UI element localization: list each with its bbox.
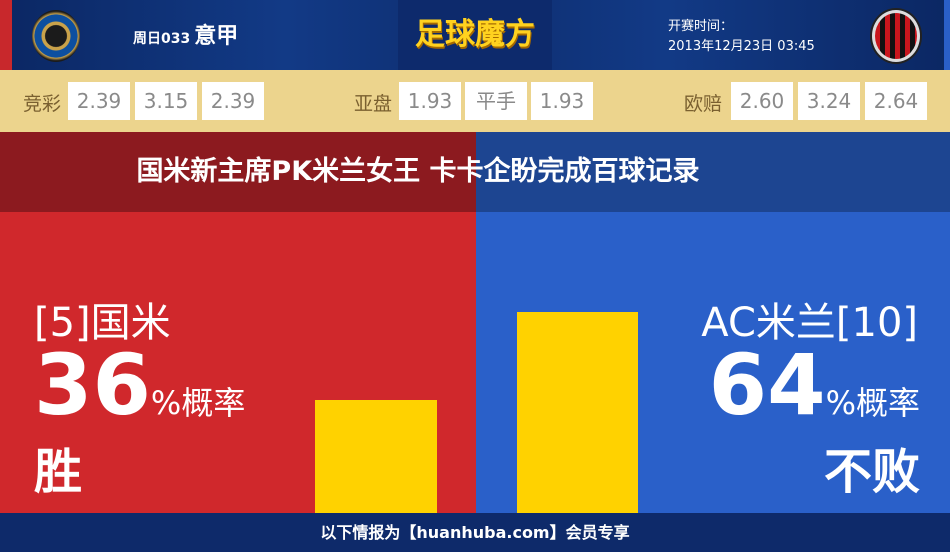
home-result: 胜 [34, 444, 83, 500]
left-edge [0, 0, 12, 70]
kickoff: 开赛时间： 2013年12月23日 03:45 [668, 17, 815, 57]
brand-logo: 足球魔方 [398, 0, 552, 70]
oupei-odd: 3.24 [798, 82, 860, 120]
jingcai-odd: 2.39 [202, 82, 264, 120]
oupei-odd: 2.60 [731, 82, 793, 120]
kickoff-time: 2013年12月23日 03:45 [668, 39, 815, 54]
ac-milan-logo-icon [872, 10, 920, 62]
yapan-label: 亚盘 [354, 93, 393, 115]
away-percent: 64%概率 [709, 343, 920, 445]
away-result: 不败 [823, 444, 920, 500]
headline-band-right [476, 132, 950, 212]
right-edge [944, 0, 950, 70]
home-percent-suffix: %概率 [150, 384, 246, 422]
jingcai-odd: 3.15 [135, 82, 197, 120]
jingcai-label: 竞彩 [23, 93, 62, 115]
yapan-handicap: 平手 [465, 82, 527, 120]
home-probability-bar [315, 399, 437, 513]
headline: 国米新主席PK米兰女王 卡卡企盼完成百球记录 [136, 156, 700, 187]
league-name: 意甲 [194, 24, 239, 49]
odds-bar: 竞彩 2.39 3.15 2.39 亚盘 1.93 平手 1.93 欧赔 2.6… [0, 70, 950, 132]
jingcai-odd: 2.39 [68, 82, 130, 120]
away-percent-suffix: %概率 [825, 384, 920, 422]
away-probability-bar [517, 312, 638, 513]
away-percent-value: 64 [708, 336, 826, 434]
footer-banner[interactable]: 以下情报为【huanhuba.com】会员专享 [0, 513, 950, 552]
oupei-label: 欧赔 [684, 93, 723, 115]
oupei-odd: 2.64 [865, 82, 927, 120]
yapan-odd: 1.93 [531, 82, 593, 120]
home-team: [5]国米 [34, 300, 171, 346]
inter-logo-icon [32, 10, 80, 62]
home-percent-value: 36 [34, 336, 151, 434]
match-number: 周日033 [133, 31, 191, 47]
headline-band-left [0, 132, 476, 212]
home-percent: 36%概率 [34, 343, 245, 445]
away-team: AC米兰[10] [701, 300, 918, 346]
league-info: 周日033 意甲 [133, 18, 238, 50]
yapan-odd: 1.93 [399, 82, 461, 120]
kickoff-label: 开赛时间： [668, 19, 734, 34]
